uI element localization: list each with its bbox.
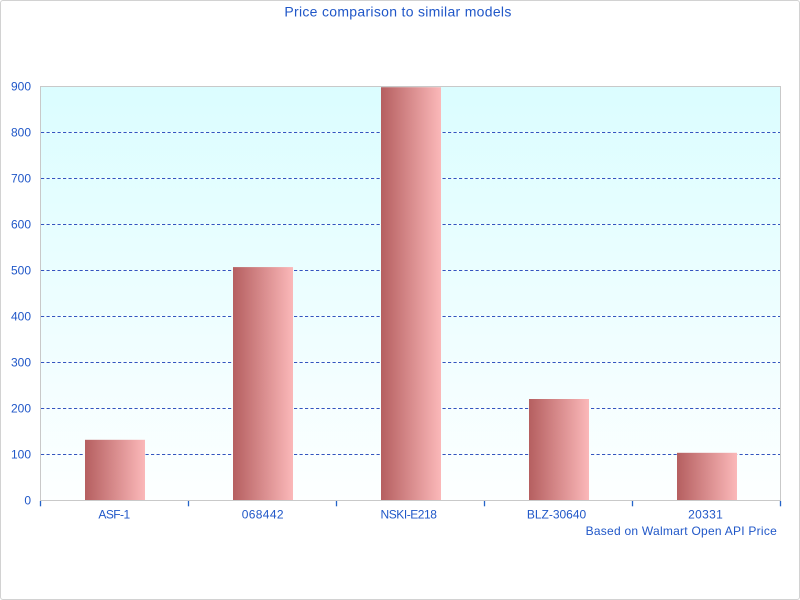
svg-text:20331: 20331 bbox=[688, 508, 723, 522]
svg-text:Price comparison to similar mo: Price comparison to similar models bbox=[284, 4, 511, 20]
svg-text:300: 300 bbox=[11, 356, 31, 370]
svg-text:600: 600 bbox=[11, 218, 31, 232]
svg-text:NSKI-E218: NSKI-E218 bbox=[381, 508, 438, 522]
svg-text:800: 800 bbox=[11, 126, 31, 140]
svg-text:500: 500 bbox=[11, 264, 31, 278]
svg-text:BLZ-30640: BLZ-30640 bbox=[527, 508, 587, 522]
svg-text:700: 700 bbox=[11, 172, 31, 186]
svg-text:100: 100 bbox=[11, 448, 31, 462]
svg-text:Based on Walmart Open API Pric: Based on Walmart Open API Price bbox=[586, 524, 777, 538]
svg-text:400: 400 bbox=[11, 310, 31, 324]
svg-text:068442: 068442 bbox=[242, 508, 284, 522]
svg-text:ASF-1: ASF-1 bbox=[98, 508, 130, 522]
svg-text:900: 900 bbox=[11, 79, 31, 93]
svg-text:200: 200 bbox=[11, 402, 31, 416]
svg-text:0: 0 bbox=[24, 494, 31, 508]
